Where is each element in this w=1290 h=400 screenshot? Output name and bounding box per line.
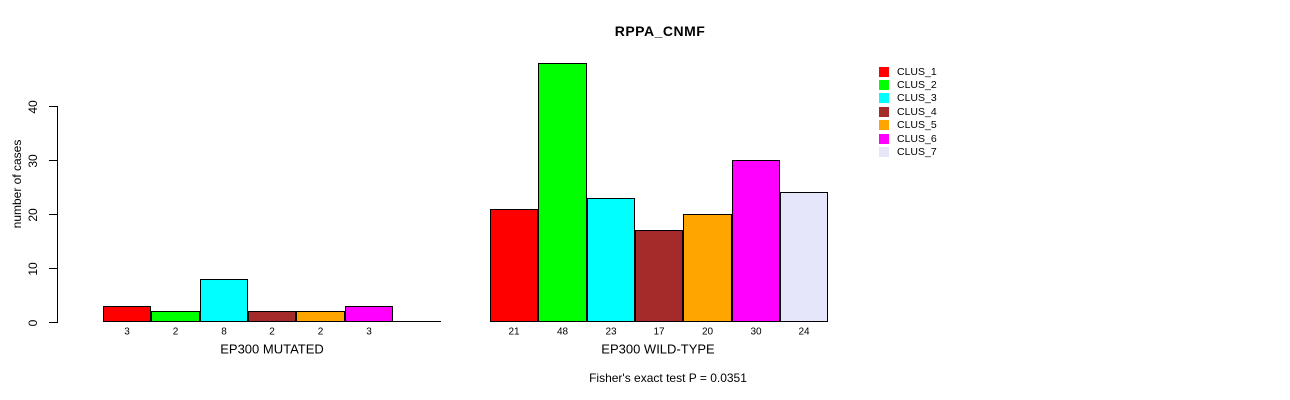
bar-clus_5 xyxy=(296,311,345,322)
legend-label: CLUS_1 xyxy=(897,65,937,78)
legend-swatch-clus_4 xyxy=(879,106,889,117)
legend-swatch-clus_1 xyxy=(879,66,889,77)
legend-swatch-clus_6 xyxy=(879,133,889,144)
legend-item-clus_6: CLUS_6 xyxy=(879,132,937,145)
legend-label: CLUS_6 xyxy=(897,132,937,145)
bar-clus_7 xyxy=(780,192,828,322)
bar-value-label: 2 xyxy=(269,326,275,338)
legend-label: CLUS_5 xyxy=(897,119,937,132)
y-tick-label: 20 xyxy=(26,207,40,222)
legend-item-clus_7: CLUS_7 xyxy=(879,145,937,158)
bar-clus_1 xyxy=(490,209,538,322)
bar-value-label: 24 xyxy=(798,326,810,338)
bar-value-label: 30 xyxy=(750,326,762,338)
bar-clus_5 xyxy=(683,214,732,322)
y-tick-label: 40 xyxy=(26,99,40,114)
y-tick-label: 30 xyxy=(26,153,40,168)
legend-item-clus_3: CLUS_3 xyxy=(879,92,937,105)
bar-value-label: 8 xyxy=(221,326,227,338)
legend-item-clus_2: CLUS_2 xyxy=(879,78,937,91)
fisher-test-annotation: Fisher's exact test P = 0.0351 xyxy=(589,371,747,385)
bar-clus_2 xyxy=(538,63,587,322)
bar-clus_1 xyxy=(103,306,151,322)
chart-title: RPPA_CNMF xyxy=(614,23,706,39)
bar-value-label: 2 xyxy=(172,326,179,338)
group-label: EP300 MUTATED xyxy=(220,341,324,357)
y-tick-mark xyxy=(49,106,57,107)
bar-value-label: 48 xyxy=(556,326,569,338)
bar-value-label: 21 xyxy=(508,326,520,338)
y-tick-mark xyxy=(49,214,57,215)
bar-value-label: 17 xyxy=(653,326,665,338)
y-axis-line xyxy=(57,106,58,323)
bar-value-label: 2 xyxy=(317,326,324,338)
bar-clus_4 xyxy=(248,311,296,322)
bar-value-label: 3 xyxy=(366,326,372,338)
legend-item-clus_4: CLUS_4 xyxy=(879,105,937,118)
bar-value-label: 23 xyxy=(605,326,617,338)
bar-clus_3 xyxy=(200,279,248,322)
bar-clus_2 xyxy=(151,311,200,322)
bar-value-label: 20 xyxy=(701,326,714,338)
y-tick-mark xyxy=(49,322,57,323)
bar-value-label: 3 xyxy=(124,326,130,338)
legend-swatch-clus_7 xyxy=(879,146,889,157)
legend-item-clus_5: CLUS_5 xyxy=(879,119,937,132)
legend-swatch-clus_2 xyxy=(879,79,889,90)
legend-swatch-clus_3 xyxy=(879,93,889,104)
legend-label: CLUS_2 xyxy=(897,78,937,91)
legend-item-clus_1: CLUS_1 xyxy=(879,65,937,78)
group-label: EP300 WILD-TYPE xyxy=(601,341,715,357)
y-axis-label: number of cases xyxy=(10,139,24,229)
legend-label: CLUS_7 xyxy=(897,145,937,158)
legend-label: CLUS_3 xyxy=(897,92,937,105)
legend-label: CLUS_4 xyxy=(897,105,937,118)
y-tick-label: 0 xyxy=(26,319,40,326)
y-tick-label: 10 xyxy=(26,261,40,276)
legend-swatch-clus_5 xyxy=(879,120,889,131)
bar-clus_3 xyxy=(587,198,635,322)
bar-clus_4 xyxy=(635,230,683,322)
bar-clus_6 xyxy=(345,306,393,322)
y-tick-mark xyxy=(49,160,57,161)
bar-clus_6 xyxy=(732,160,780,322)
y-tick-mark xyxy=(49,268,57,269)
